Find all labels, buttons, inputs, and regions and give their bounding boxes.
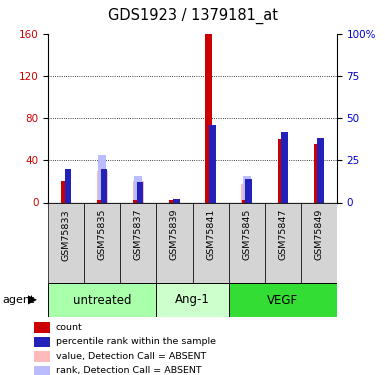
Text: count: count: [55, 323, 82, 332]
Bar: [98, 155, 106, 203]
Bar: [34, 337, 50, 347]
Bar: [209, 125, 216, 202]
Text: agent: agent: [2, 295, 34, 305]
Bar: [281, 132, 288, 203]
Bar: [243, 176, 251, 202]
Bar: [97, 171, 108, 202]
Bar: [137, 182, 143, 203]
Bar: [34, 322, 50, 333]
Text: GSM75845: GSM75845: [242, 209, 251, 260]
Text: percentile rank within the sample: percentile rank within the sample: [55, 338, 216, 346]
Text: Ang-1: Ang-1: [175, 294, 210, 306]
Bar: [34, 351, 50, 361]
Bar: [65, 169, 71, 202]
Bar: [241, 183, 252, 203]
Bar: [169, 200, 176, 202]
Bar: [245, 179, 252, 203]
Bar: [173, 199, 179, 202]
Bar: [48, 202, 84, 283]
Bar: [229, 202, 265, 283]
Text: GSM75833: GSM75833: [62, 209, 71, 261]
Bar: [192, 202, 229, 283]
Text: untreated: untreated: [73, 294, 132, 306]
Bar: [84, 202, 120, 283]
Bar: [120, 202, 156, 283]
Bar: [314, 144, 320, 202]
Bar: [156, 283, 229, 317]
Bar: [206, 34, 212, 203]
Bar: [97, 200, 104, 202]
Text: GSM75839: GSM75839: [170, 209, 179, 261]
Text: ▶: ▶: [28, 294, 37, 306]
Text: rank, Detection Call = ABSENT: rank, Detection Call = ABSENT: [55, 366, 201, 375]
Bar: [48, 283, 156, 317]
Text: GSM75849: GSM75849: [314, 209, 323, 260]
Bar: [242, 200, 248, 202]
Bar: [134, 176, 142, 202]
Text: GSM75835: GSM75835: [98, 209, 107, 261]
Bar: [317, 138, 324, 202]
Bar: [61, 182, 68, 203]
Text: GDS1923 / 1379181_at: GDS1923 / 1379181_at: [107, 8, 278, 24]
Bar: [133, 200, 140, 202]
Bar: [133, 182, 144, 203]
Text: VEGF: VEGF: [267, 294, 298, 306]
Bar: [301, 202, 337, 283]
Bar: [265, 202, 301, 283]
Text: value, Detection Call = ABSENT: value, Detection Call = ABSENT: [55, 352, 206, 361]
Bar: [156, 202, 192, 283]
Bar: [34, 366, 50, 375]
Bar: [101, 169, 107, 202]
Text: GSM75837: GSM75837: [134, 209, 143, 261]
Text: GSM75847: GSM75847: [278, 209, 287, 260]
Bar: [278, 139, 284, 202]
Text: GSM75841: GSM75841: [206, 209, 215, 260]
Bar: [229, 283, 337, 317]
